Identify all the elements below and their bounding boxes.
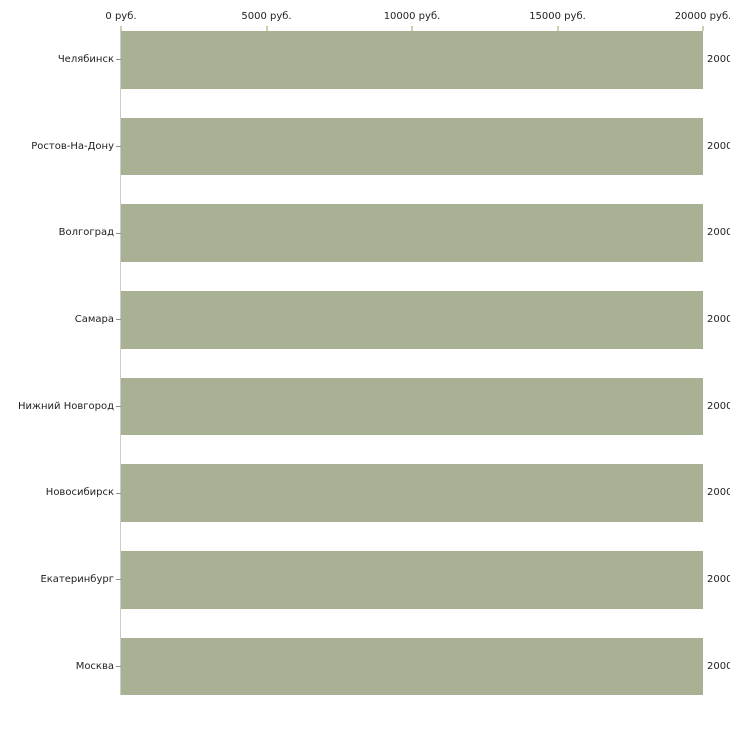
bar-value-label: 20000 (707, 400, 730, 412)
bar-value-label: 20000 (707, 660, 730, 672)
bar (121, 31, 703, 89)
y-axis-tick-mark (116, 492, 121, 494)
bar-value-label: 20000 (707, 573, 730, 585)
y-axis-category-label: Ростов-На-Дону (31, 140, 114, 152)
y-axis-category-label: Екатеринбург (40, 573, 114, 585)
y-axis-category-label: Новосибирск (45, 487, 114, 499)
bar-value-label: 20000 (707, 487, 730, 499)
x-axis-tick-mark (702, 26, 704, 31)
bar (121, 637, 703, 696)
y-axis-tick-mark (116, 579, 121, 581)
y-axis-category-label: Челябинск (57, 53, 114, 65)
y-axis-tick-mark (116, 406, 121, 407)
y-axis-tick-mark (116, 146, 121, 147)
bar-value-label: 20000 (707, 227, 730, 239)
x-axis-tick-label: 15000 руб. (529, 11, 586, 22)
y-axis-category-label: Нижний Новгород (17, 400, 114, 412)
x-axis-tick-mark (556, 26, 559, 31)
bar (121, 204, 703, 262)
bar (121, 464, 703, 522)
x-axis-tick-mark (265, 26, 268, 31)
bar (121, 551, 703, 609)
bar (121, 117, 703, 176)
x-axis-tick-label: 10000 руб. (383, 11, 441, 22)
x-axis-tick-label: 20000 руб. (674, 11, 730, 22)
y-axis-tick-mark (116, 232, 121, 234)
bar-value-label: 20000 (707, 53, 730, 65)
y-axis-category-label: Волгоград (58, 227, 114, 239)
y-axis-category-label: Москва (75, 660, 114, 672)
x-axis-tick-mark (120, 26, 122, 31)
y-axis-line (120, 27, 121, 695)
x-axis-tick-label: 0 руб. (105, 11, 137, 22)
bar (121, 291, 703, 349)
y-axis-tick-mark (116, 666, 121, 667)
x-axis-tick-label: 5000 руб. (241, 11, 292, 22)
bar-value-label: 20000 (707, 313, 730, 325)
y-axis-tick-mark (116, 59, 121, 61)
y-axis-tick-mark (116, 319, 121, 321)
bar (121, 377, 703, 436)
x-axis-tick-mark (411, 26, 413, 31)
bar-value-label: 20000 (707, 140, 730, 152)
y-axis-category-label: Самара (74, 313, 114, 325)
